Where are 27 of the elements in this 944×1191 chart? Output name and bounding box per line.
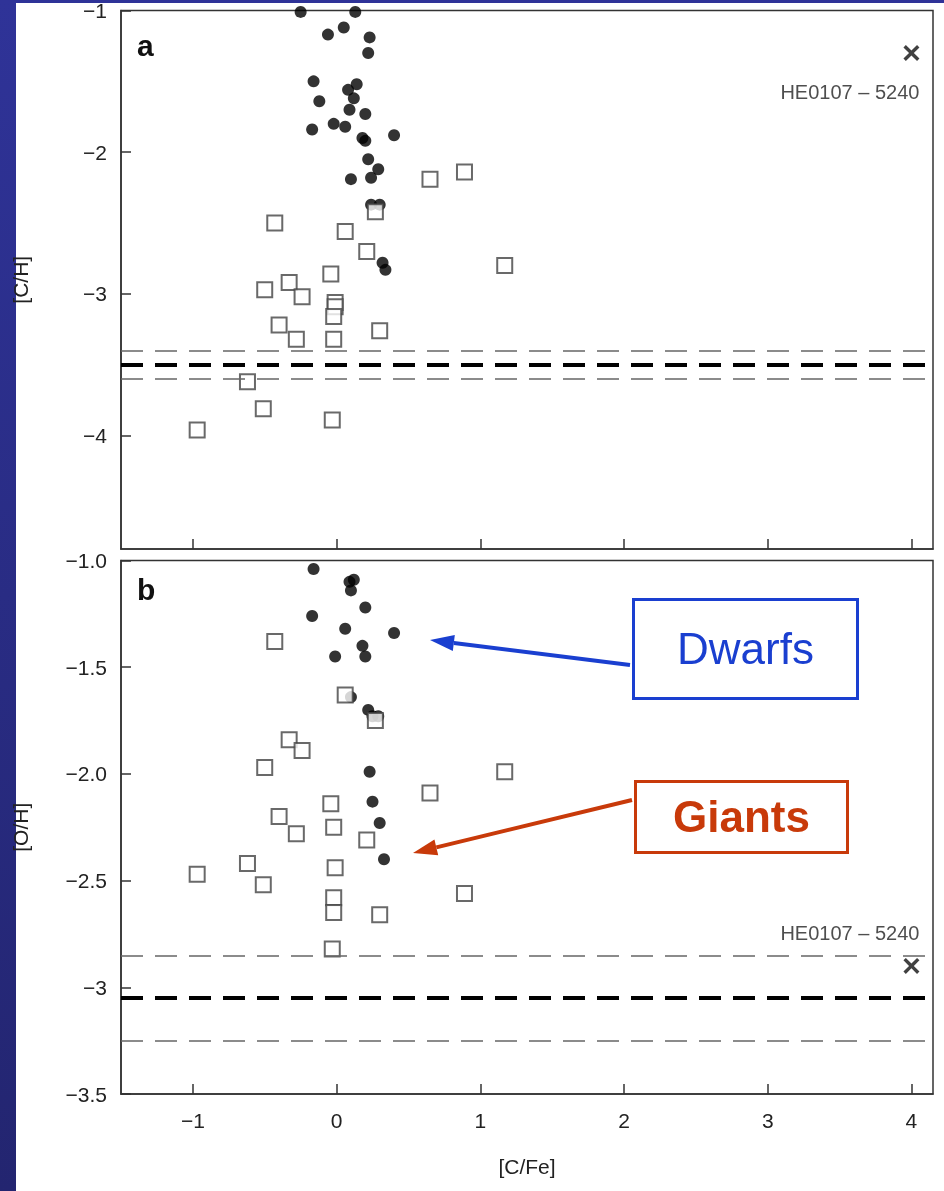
annotation: Giants <box>673 792 810 841</box>
y-tick-label: −2 <box>83 140 107 164</box>
y-tick-label: −4 <box>83 424 108 448</box>
x-axis-title: [C/Fe] <box>498 1155 556 1178</box>
x-tick-label: 4 <box>905 1109 918 1132</box>
annotation: Dwarfs <box>677 624 814 673</box>
x-tick-label: 3 <box>761 1109 774 1132</box>
y-tick-label: −2.0 <box>65 762 107 786</box>
y-tick-label: −1.0 <box>65 549 107 572</box>
annotation: a <box>137 28 154 62</box>
y-axis-title: [O/H] <box>9 802 32 852</box>
x-tick-label: 0 <box>330 1109 343 1132</box>
y-tick-label: −3 <box>83 975 107 999</box>
y-tick-label: −1 <box>83 0 107 22</box>
series-label: HE0107 – 5240 <box>780 81 920 104</box>
annotation: b <box>137 572 156 606</box>
y-tick-label: −3 <box>83 282 107 306</box>
callout-box: Dwarfs <box>632 598 859 700</box>
x-tick-label: 2 <box>618 1109 630 1132</box>
y-tick-label: −1.5 <box>65 655 107 679</box>
x-tick-label: 1 <box>474 1109 487 1132</box>
series-label: HE0107 – 5240 <box>780 921 920 944</box>
callout-box: Giants <box>634 780 849 854</box>
y-tick-label: −3.5 <box>65 1082 107 1106</box>
x-tick-label: −1 <box>180 1109 205 1132</box>
y-tick-label: −2.5 <box>65 869 107 893</box>
y-axis-title: [C/H] <box>9 255 32 304</box>
